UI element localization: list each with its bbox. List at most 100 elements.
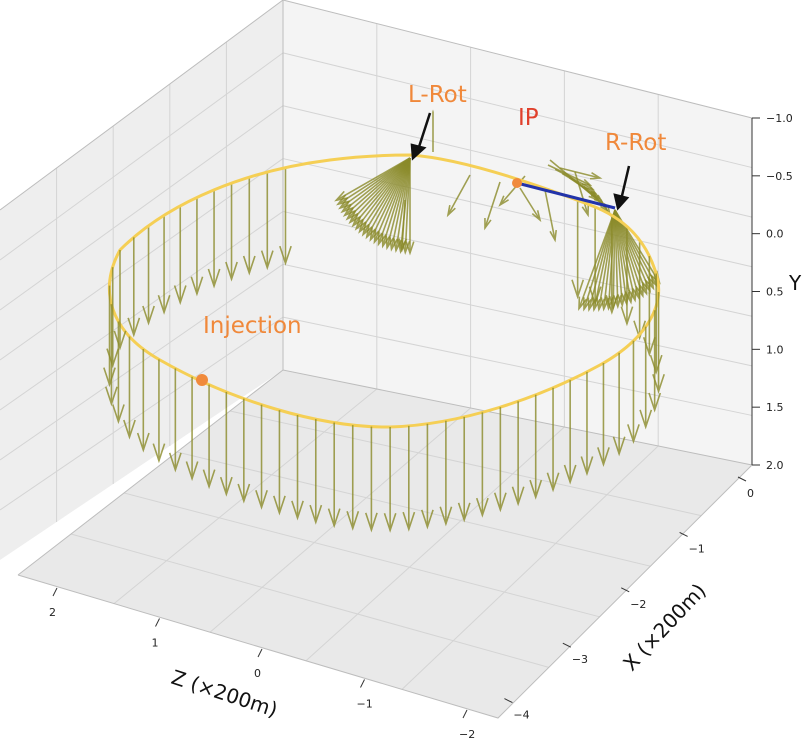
z-tick-group: 2 1 0 −1 −2: [49, 587, 475, 741]
z-tick-label: −1: [357, 698, 373, 711]
grid-line: [0, 105, 284, 311]
grid-line: [0, 211, 284, 411]
vector-front: [127, 237, 141, 338]
vector-back: [225, 183, 238, 282]
vector-front: [546, 387, 560, 493]
vector-front: [291, 415, 304, 521]
vector-front: [612, 352, 626, 457]
fan-vector: [559, 167, 603, 180]
vector-back: [207, 189, 221, 289]
vector-front: [563, 380, 577, 485]
injection-marker: [196, 374, 208, 386]
vector-front: [111, 321, 125, 425]
fan-vector: [544, 189, 558, 243]
vector-front: [123, 336, 136, 440]
y-tick-label: 1.0: [766, 343, 784, 356]
grid-line: [282, 158, 753, 268]
y-tick-label: 0.0: [766, 228, 784, 241]
vector-front: [152, 359, 166, 464]
vector-front: [103, 285, 116, 388]
fan-vector: [446, 174, 471, 218]
grid-line: [70, 533, 549, 668]
vector-front: [104, 304, 118, 407]
l-rot-label: L-Rot: [408, 82, 467, 108]
y-axis-title: Y: [788, 271, 802, 295]
vector-front: [649, 273, 663, 375]
z-tick-label: 1: [152, 637, 159, 650]
x-tick-label: −4: [513, 709, 529, 722]
grid-line: [229, 410, 702, 517]
vector-front: [493, 407, 507, 513]
vector-front: [457, 416, 471, 523]
vector-front: [420, 423, 434, 530]
annotation-arrows: [410, 112, 631, 211]
vector-front: [364, 426, 378, 533]
x-tick-label: −2: [630, 598, 646, 611]
fan-vector: [484, 181, 501, 231]
y-tick-label: −1.0: [766, 112, 793, 125]
x-tick-group: 0 −1 −2 −3 −4: [504, 476, 754, 722]
x-tick-mark: [504, 698, 513, 704]
vector-front: [383, 426, 397, 533]
z-tick-mark: [52, 587, 58, 597]
storage-ring-orbit: [107, 153, 661, 429]
vector-front: [136, 349, 150, 453]
grid-line: [401, 445, 659, 690]
x-axis-title: X (×200m): [618, 579, 711, 676]
vector-front: [309, 419, 323, 525]
vector-back: [173, 205, 187, 306]
y-tick-label: 1.5: [766, 401, 784, 414]
vector-front: [327, 422, 341, 529]
grid-line: [282, 105, 753, 218]
vector-front: [511, 401, 525, 507]
vector-front: [346, 425, 360, 531]
vector-front: [202, 384, 216, 490]
ip-marker: [512, 178, 522, 188]
grid-line: [176, 451, 651, 567]
vector-front: [402, 425, 416, 532]
z-axis-title: Z (×200m): [168, 665, 280, 722]
vector-front: [106, 267, 120, 369]
r-rot-vector-fan: [547, 164, 661, 313]
z-tick-mark: [257, 648, 263, 658]
vector-front: [185, 376, 199, 482]
z-tick-mark: [155, 618, 160, 627]
injection-label: Injection: [203, 313, 302, 339]
l-rot-vector-fan: [334, 109, 434, 256]
floor-pane: [18, 370, 752, 718]
vector-front: [168, 368, 182, 473]
ip-segment: [516, 181, 616, 210]
z-tick-mark: [360, 679, 365, 688]
fan-vector: [519, 187, 542, 223]
x-tick-mark: [679, 531, 688, 537]
field-vectors-front: [103, 237, 665, 533]
y-tick-label: −0.5: [766, 170, 793, 183]
x-tick-label: 0: [747, 487, 754, 500]
r-rot-label: R-Rot: [605, 130, 666, 156]
y-tick-label: 2.0: [766, 459, 784, 472]
z-tick-mark: [462, 709, 468, 719]
grid-line: [282, 263, 753, 367]
back-pane-left: [0, 0, 283, 560]
vector-back: [157, 215, 171, 315]
x-tick-mark: [562, 642, 572, 648]
vector-back: [571, 200, 585, 300]
z-tick-label: 0: [254, 667, 261, 680]
y-tick-group: −1.0 −0.5 0.0 0.5 1.0 1.5 2.0: [752, 112, 793, 472]
fan-vector: [398, 199, 408, 253]
x-tick-label: −3: [572, 653, 588, 666]
vector-front: [255, 404, 268, 510]
grid-line: [0, 52, 284, 261]
grid-line: [123, 492, 600, 618]
vector-front: [597, 363, 610, 467]
grid-line: [0, 158, 284, 361]
vector-back: [142, 225, 155, 326]
z-tick-label: −2: [459, 728, 475, 741]
vector-front: [648, 310, 662, 413]
vector-front: [529, 394, 543, 500]
fan-vector: [334, 157, 411, 202]
grid-line: [282, 316, 753, 416]
back-pane-right: [283, 0, 752, 465]
vector-front: [237, 398, 251, 504]
